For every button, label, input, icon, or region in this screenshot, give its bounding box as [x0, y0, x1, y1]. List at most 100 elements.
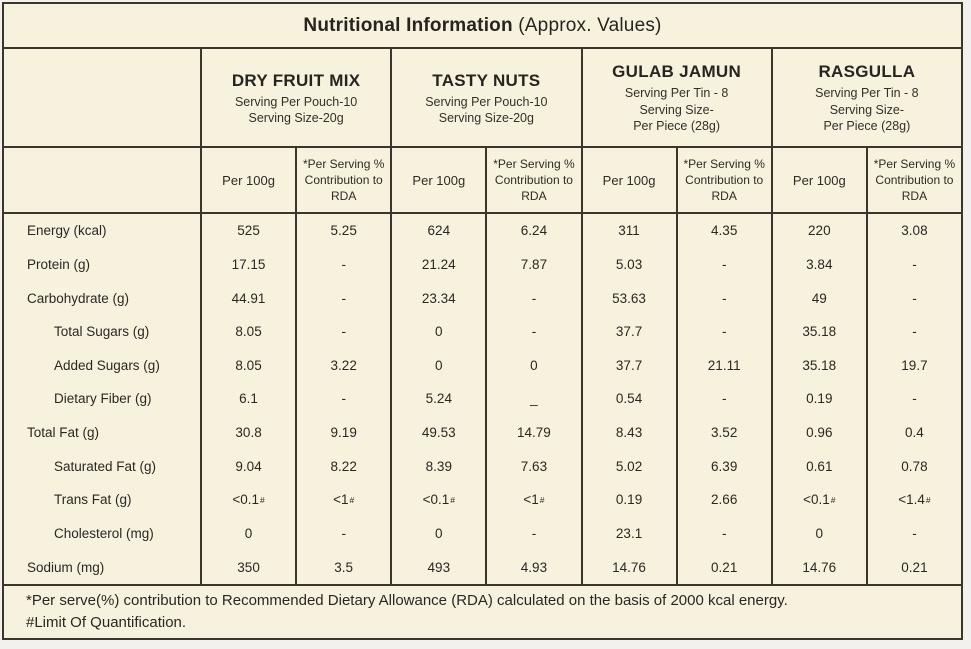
- value-cell: 14.79: [485, 415, 580, 450]
- value-cell: 0.96: [770, 415, 866, 450]
- value-cell: <1 #: [485, 483, 580, 517]
- value-cell: 2.66: [675, 483, 771, 517]
- value-cell: 8.39: [390, 449, 485, 484]
- value-cell: 0.21: [865, 550, 961, 584]
- value-cell: -: [675, 382, 771, 416]
- value-cell: 0.61: [770, 449, 866, 484]
- value-cell: <1.4 #: [865, 483, 961, 517]
- nutrition-table: Nutritional Information (Approx. Values)…: [4, 4, 961, 638]
- row-label: Added Sugars (g): [54, 357, 160, 373]
- value-cell: -: [295, 382, 390, 416]
- per-100g-header: Per 100g: [770, 148, 866, 214]
- value-cell: 8.05: [200, 314, 295, 349]
- value-cell: 0.21: [675, 550, 771, 584]
- footnotes: *Per serve(%) contribution to Recommende…: [4, 584, 961, 638]
- row-label: Total Fat (g): [27, 425, 100, 441]
- value-cell: 49: [770, 281, 866, 315]
- value-cell: -: [485, 281, 580, 315]
- value-cell: 0.4: [865, 415, 961, 450]
- value-cell: -: [485, 314, 580, 349]
- value-cell: <1 #: [295, 483, 390, 517]
- serving-info-line: Serving Size-: [639, 102, 714, 117]
- table-title-main: Nutritional Information: [303, 14, 513, 36]
- row-label: Energy (kcal): [27, 223, 107, 239]
- table-title: Nutritional Information (Approx. Values): [4, 4, 961, 49]
- value-cell: -: [295, 516, 390, 551]
- value-cell: 525: [200, 214, 295, 248]
- rda-header: *Per Serving % Contribution to RDA: [675, 148, 771, 214]
- serving-info-line: Serving Size-: [829, 102, 905, 117]
- value-cell: 0: [390, 314, 485, 349]
- value-cell: 5.24: [390, 382, 485, 416]
- row-label: Cholesterol (mg): [54, 526, 154, 542]
- value-cell: 30.8: [200, 415, 295, 450]
- value-cell: -: [295, 247, 390, 282]
- value-cell: 53.63: [580, 281, 676, 315]
- value-cell: 5.25: [295, 214, 390, 248]
- rda-header: *Per Serving % Contribution to RDA: [485, 148, 581, 214]
- row-label: Carbohydrate (g): [27, 290, 130, 306]
- value-cell: 0: [485, 348, 580, 383]
- footnote-rda: *Per serve(%) contribution to Recommende…: [26, 591, 788, 609]
- value-cell: -: [485, 516, 580, 551]
- serving-info-line: Serving Size-20g: [438, 111, 534, 125]
- value-cell: 5.03: [580, 247, 676, 282]
- subheader-spacer-cell: [4, 148, 200, 214]
- value-cell: 3.08: [865, 214, 961, 248]
- value-cell: 3.5: [295, 550, 390, 584]
- value-cell: 3.84: [770, 247, 866, 282]
- value-cell: -: [295, 314, 390, 349]
- value-cell: <0.1 #: [390, 483, 485, 517]
- value-cell: 35.18: [770, 314, 866, 349]
- serving-info-line: Serving Per Tin - 8: [624, 86, 729, 101]
- value-cell: 9.04: [200, 449, 295, 484]
- value-cell: 0: [770, 516, 866, 551]
- serving-info-line: Per Piece (28g): [823, 119, 911, 134]
- rda-header: *Per Serving % Contribution to RDA: [295, 148, 391, 214]
- value-cell: 4.35: [675, 214, 771, 248]
- value-cell: 21.24: [390, 247, 485, 282]
- value-cell: -: [865, 516, 961, 551]
- serving-info-line: Serving Per Pouch-10: [425, 94, 548, 109]
- value-cell: -: [675, 314, 771, 349]
- value-cell: 23.34: [390, 281, 485, 315]
- value-cell: 8.05: [200, 348, 295, 383]
- table-title-suffix: (Approx. Values): [512, 14, 662, 36]
- row-label: Dietary Fiber (g): [54, 391, 152, 407]
- value-cell: 5.02: [580, 449, 676, 484]
- rda-header: *Per Serving % Contribution to RDA: [865, 148, 961, 214]
- value-cell: 311: [580, 214, 676, 248]
- value-cell: 3.22: [295, 348, 390, 383]
- value-cell: 220: [770, 214, 866, 248]
- value-cell: 0.54: [580, 382, 676, 416]
- row-label: Saturated Fat (g): [54, 458, 157, 474]
- value-cell: 9.19: [295, 415, 390, 450]
- value-cell: 6.24: [485, 214, 580, 248]
- value-cell: 0.19: [770, 382, 866, 416]
- value-cell: 493: [390, 550, 485, 584]
- value-cell: 14.76: [770, 550, 866, 584]
- row-label: Total Sugars (g): [54, 324, 150, 340]
- value-cell: 8.43: [580, 415, 676, 450]
- value-cell: 23.1: [580, 516, 676, 551]
- value-cell: -: [865, 382, 961, 416]
- product-name: DRY FRUIT MIX: [231, 70, 361, 90]
- value-cell: _: [485, 382, 580, 416]
- value-cell: -: [675, 516, 771, 551]
- value-cell: 3.52: [675, 415, 771, 450]
- value-cell: <0.1 #: [770, 483, 866, 517]
- value-cell: -: [295, 281, 390, 315]
- row-label: Protein (g): [27, 256, 91, 272]
- footnote-loq: #Limit Of Quantification.: [26, 614, 187, 631]
- product-name: TASTY NUTS: [432, 70, 541, 90]
- value-cell: 4.93: [485, 550, 580, 584]
- row-label: Trans Fat (g): [54, 492, 132, 508]
- value-cell: 7.87: [485, 247, 580, 282]
- value-cell: 8.22: [295, 449, 390, 484]
- product-name: RASGULLA: [818, 62, 916, 82]
- value-cell: 44.91: [200, 281, 295, 315]
- value-cell: 624: [390, 214, 485, 248]
- per-100g-header: Per 100g: [390, 148, 486, 214]
- product-header-dry-fruit-mix: DRY FRUIT MIX Serving Per Pouch-10 Serving…: [200, 49, 391, 148]
- value-cell: -: [865, 314, 961, 349]
